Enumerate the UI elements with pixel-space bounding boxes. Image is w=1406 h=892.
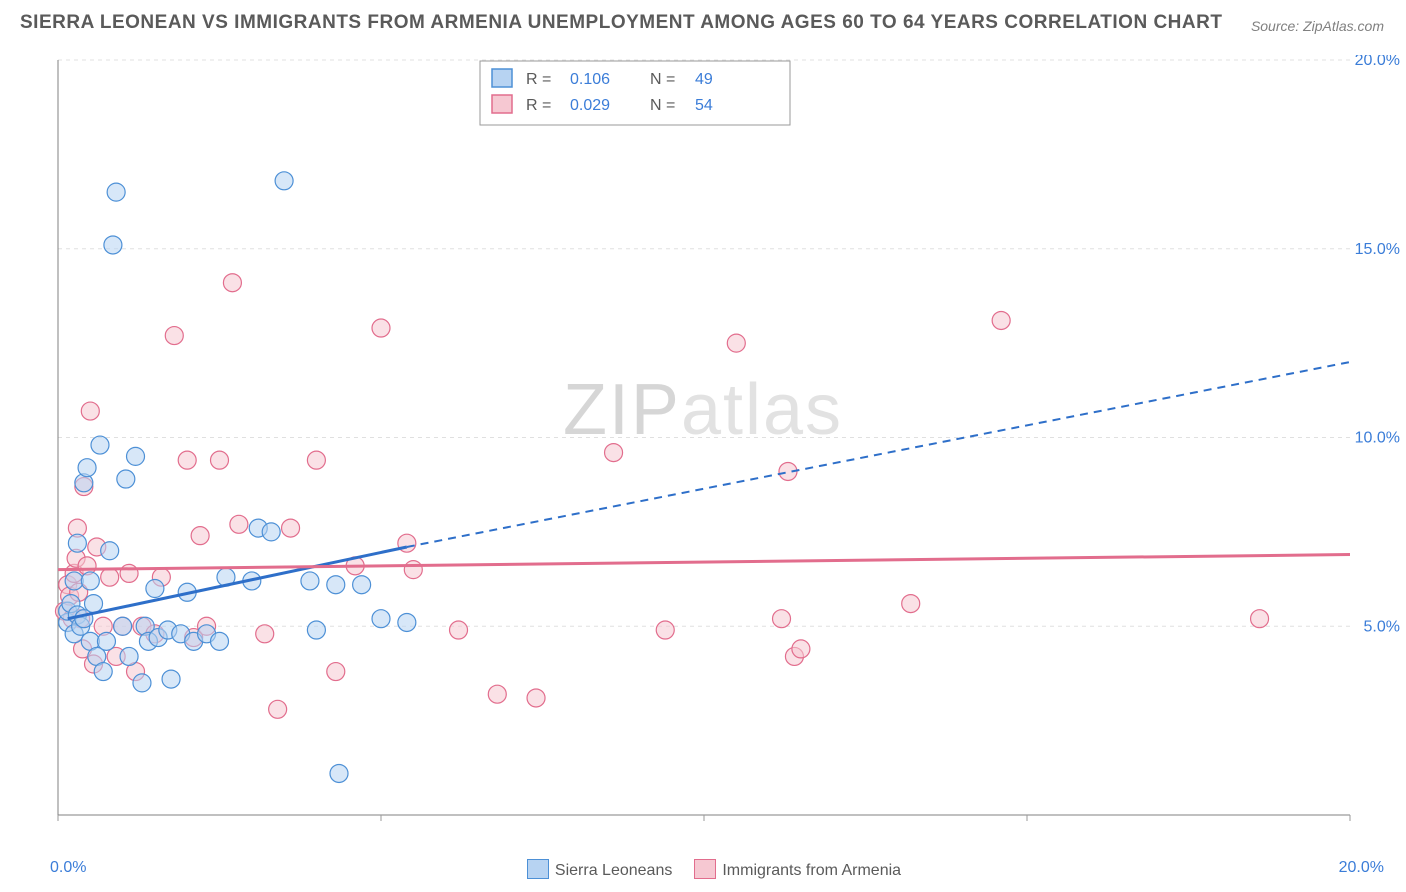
data-point <box>97 632 115 650</box>
data-point <box>117 470 135 488</box>
data-point <box>372 319 390 337</box>
data-point <box>65 572 83 590</box>
data-point <box>256 625 274 643</box>
data-point <box>81 572 99 590</box>
data-point <box>1251 610 1269 628</box>
data-point <box>330 764 348 782</box>
data-point <box>104 236 122 254</box>
data-point <box>127 447 145 465</box>
data-point <box>404 561 422 579</box>
correlation-chart: 5.0% 10.0% 15.0% 20.0% R = 0.106 N = 49 R = 0.029… <box>50 55 1406 835</box>
data-point <box>211 632 229 650</box>
legend-n-label: N = <box>650 71 675 88</box>
data-point <box>81 402 99 420</box>
data-point <box>191 527 209 545</box>
data-point <box>120 564 138 582</box>
legend-r-value: 0.029 <box>570 97 610 114</box>
data-point <box>727 334 745 352</box>
legend-swatch <box>492 95 512 113</box>
legend-label: Sierra Leoneans <box>555 862 672 879</box>
data-point <box>307 621 325 639</box>
trend-line <box>58 555 1350 570</box>
legend-swatch <box>694 859 716 879</box>
data-point <box>398 613 416 631</box>
data-point <box>353 576 371 594</box>
data-point <box>307 451 325 469</box>
data-point <box>269 700 287 718</box>
chart-title: SIERRA LEONEAN VS IMMIGRANTS FROM ARMENI… <box>20 12 1222 34</box>
legend-r-label: R = <box>526 71 551 88</box>
data-point <box>450 621 468 639</box>
legend-r-value: 0.106 <box>570 71 610 88</box>
data-point <box>78 459 96 477</box>
data-point <box>773 610 791 628</box>
data-point <box>605 444 623 462</box>
data-point <box>327 576 345 594</box>
data-point <box>178 451 196 469</box>
data-point <box>68 534 86 552</box>
legend-n-value: 54 <box>695 97 713 114</box>
data-point <box>165 327 183 345</box>
data-point <box>101 568 119 586</box>
data-point <box>223 274 241 292</box>
legend-n-label: N = <box>650 97 675 114</box>
trend-line <box>407 362 1350 547</box>
data-point <box>133 674 151 692</box>
legend-swatch <box>527 859 549 879</box>
data-point <box>282 519 300 537</box>
data-point <box>488 685 506 703</box>
data-point <box>902 595 920 613</box>
data-point <box>262 523 280 541</box>
data-point <box>792 640 810 658</box>
data-point <box>162 670 180 688</box>
data-point <box>230 515 248 533</box>
data-point <box>120 647 138 665</box>
data-point <box>275 172 293 190</box>
data-point <box>327 663 345 681</box>
data-point <box>85 595 103 613</box>
data-point <box>146 580 164 598</box>
legend-label: Immigrants from Armenia <box>722 862 901 879</box>
data-point <box>91 436 109 454</box>
data-point <box>301 572 319 590</box>
data-point <box>107 183 125 201</box>
data-point <box>656 621 674 639</box>
data-point <box>101 542 119 560</box>
source-attribution: Source: ZipAtlas.com <box>1251 18 1384 34</box>
data-point <box>527 689 545 707</box>
data-point <box>94 663 112 681</box>
data-point <box>372 610 390 628</box>
legend-swatch <box>492 69 512 87</box>
data-point <box>211 451 229 469</box>
y-tick-label: 15.0% <box>1355 241 1400 258</box>
legend-r-label: R = <box>526 97 551 114</box>
legend-n-value: 49 <box>695 71 713 88</box>
bottom-legend: Sierra Leoneans Immigrants from Armenia <box>0 859 1406 880</box>
data-point <box>114 617 132 635</box>
y-tick-label: 5.0% <box>1364 618 1400 635</box>
y-tick-label: 20.0% <box>1355 55 1400 69</box>
y-tick-label: 10.0% <box>1355 430 1400 447</box>
data-point <box>992 311 1010 329</box>
